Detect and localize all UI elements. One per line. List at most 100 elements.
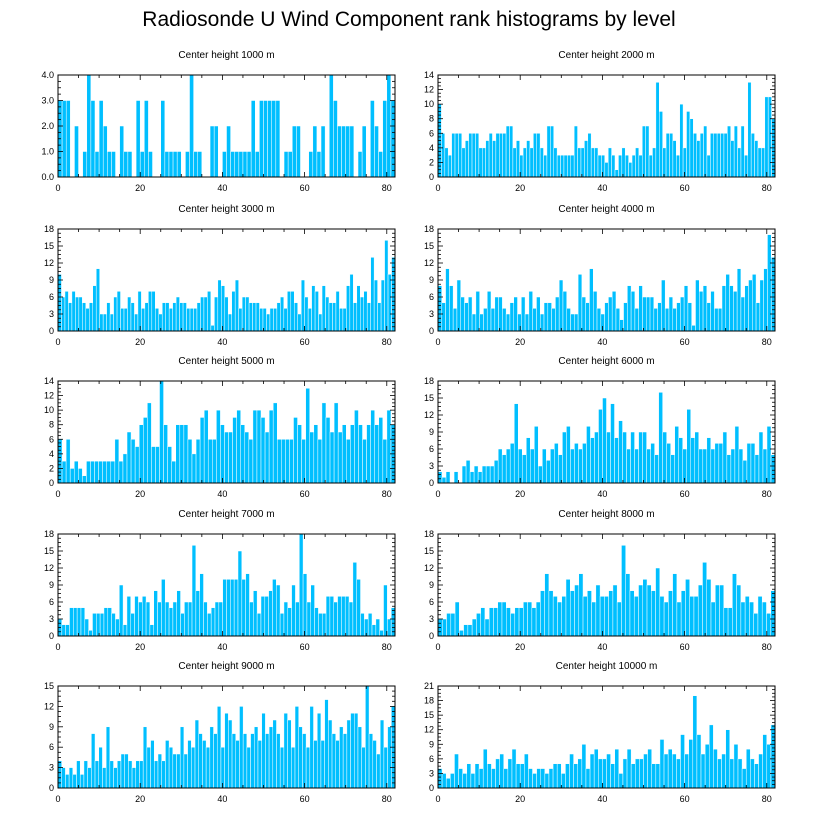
bar [686,111,691,178]
bar [370,409,375,484]
bar [320,125,326,178]
bar [474,763,480,789]
bar [387,274,392,332]
bar [354,712,359,789]
bar [289,439,294,484]
bar [626,748,632,789]
bar [168,308,173,332]
bar [157,601,162,637]
bar [172,601,177,637]
bar [679,103,684,178]
bar [665,133,670,178]
bar [368,733,374,789]
bar [630,291,636,332]
bar [111,613,116,637]
y-tick-label: 6 [429,292,434,302]
bar [481,465,487,484]
panel-title: Center height 9000 m [178,661,274,672]
bar [264,596,269,637]
bar [168,607,174,637]
y-tick-label: 15 [424,546,434,556]
bar [547,302,552,332]
bar [264,431,270,484]
bar [516,140,520,178]
bar [287,719,292,789]
bar [320,740,325,789]
bar [606,431,611,484]
bar [495,758,500,789]
bar [130,439,136,484]
bar [299,533,304,637]
bar [203,296,208,332]
bar [342,308,347,332]
bar [168,151,174,178]
panel-title: Center height 2000 m [558,50,654,61]
bar [165,740,170,789]
bar [202,740,207,789]
bar [92,613,97,637]
bar [560,154,565,178]
bar [635,147,640,178]
bar [486,291,492,332]
bar [618,154,623,178]
y-tick-label: 18 [44,529,54,539]
x-tick-label: 20 [135,489,145,499]
bar [661,279,666,332]
bar [291,746,296,789]
bar [216,409,221,484]
bar [283,308,288,332]
bar [761,147,766,178]
bar [514,607,520,637]
bar [441,133,446,178]
bar [292,125,297,178]
bar [715,584,720,637]
x-tick-label: 40 [217,337,227,347]
bar [227,313,232,332]
bar [65,439,71,484]
bar [200,296,205,332]
bar [624,154,629,178]
bar [271,100,277,178]
bar [503,768,509,789]
bar [594,147,599,178]
bar [260,596,266,637]
bar [242,733,248,789]
bar [69,607,74,637]
bar [536,296,541,332]
bar [87,767,92,789]
bar [313,740,318,789]
x-tick-label: 40 [217,489,227,499]
y-tick-label: 15 [424,710,434,720]
bar [261,712,266,789]
bar [648,154,653,178]
bar [596,308,602,332]
bar [532,773,537,789]
bar [102,767,107,789]
bar [450,613,456,637]
bar [232,417,237,484]
bar [446,613,452,637]
bar [346,439,351,484]
bar [502,133,507,178]
bar [649,296,655,332]
bar [680,296,685,332]
bar [161,760,166,789]
bar [134,596,139,637]
bar [309,706,314,789]
bar [304,296,309,332]
bar [688,739,694,789]
bar [175,296,180,332]
bar [485,465,491,484]
x-tick-label: 20 [515,183,525,193]
bar [546,125,551,178]
bar [314,607,319,637]
bar [168,746,174,789]
bar [333,100,338,178]
bar [565,763,570,789]
bar [699,133,704,178]
bar [464,302,469,332]
x-tick-label: 60 [300,183,310,193]
bar [519,763,525,789]
bar [491,768,496,789]
bar [329,431,335,484]
